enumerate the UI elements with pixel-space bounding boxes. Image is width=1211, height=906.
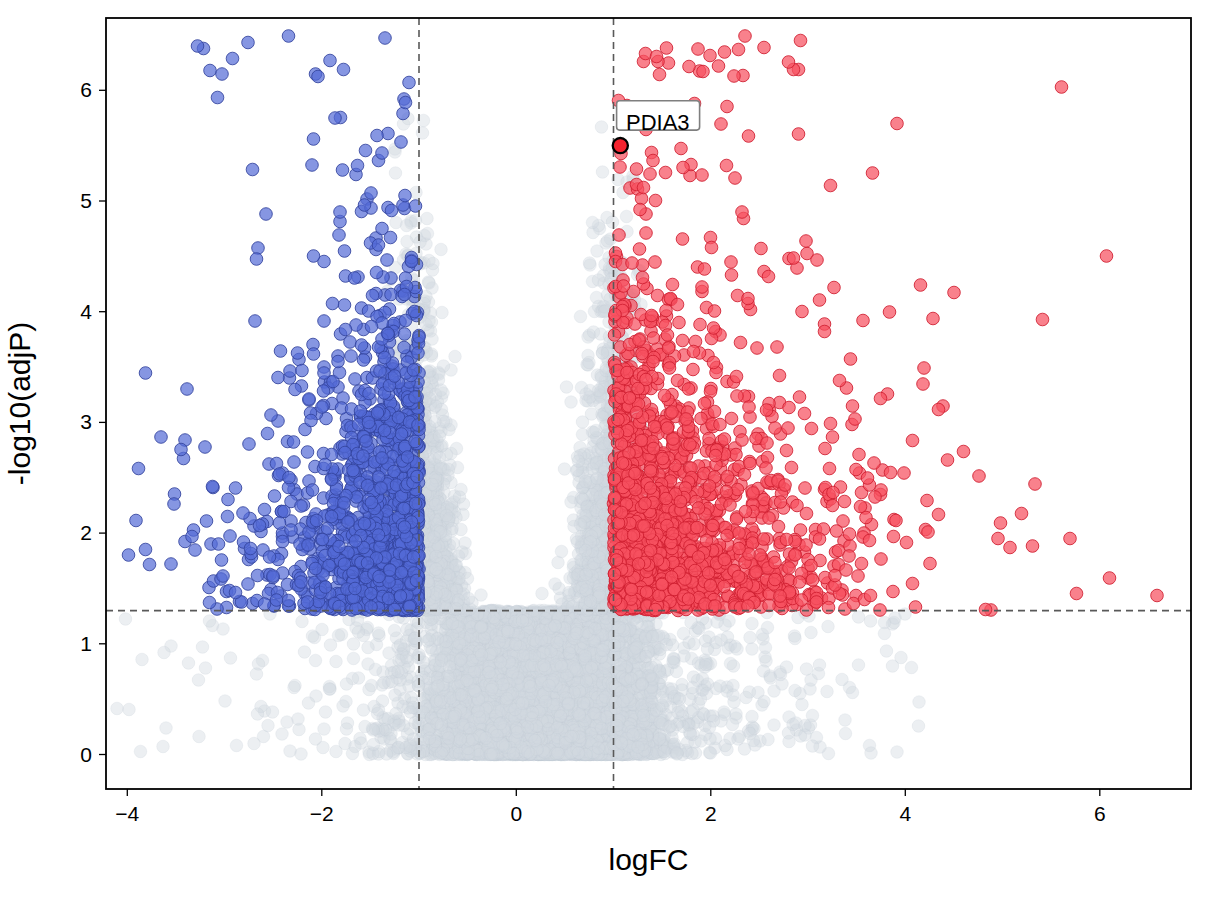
svg-text:1: 1 — [80, 632, 92, 655]
svg-text:-log10(adjP): -log10(adjP) — [3, 322, 36, 485]
svg-text:6: 6 — [80, 78, 92, 101]
svg-text:logFC: logFC — [608, 843, 688, 876]
svg-text:−2: −2 — [310, 802, 334, 825]
svg-text:0: 0 — [510, 802, 522, 825]
svg-text:6: 6 — [1094, 802, 1106, 825]
svg-text:0: 0 — [80, 743, 92, 766]
svg-text:2: 2 — [705, 802, 717, 825]
svg-text:4: 4 — [80, 300, 92, 323]
svg-text:4: 4 — [899, 802, 911, 825]
svg-text:PDIA3: PDIA3 — [626, 110, 690, 135]
svg-text:5: 5 — [80, 189, 92, 212]
svg-text:3: 3 — [80, 410, 92, 433]
svg-text:2: 2 — [80, 521, 92, 544]
svg-text:−4: −4 — [115, 802, 139, 825]
